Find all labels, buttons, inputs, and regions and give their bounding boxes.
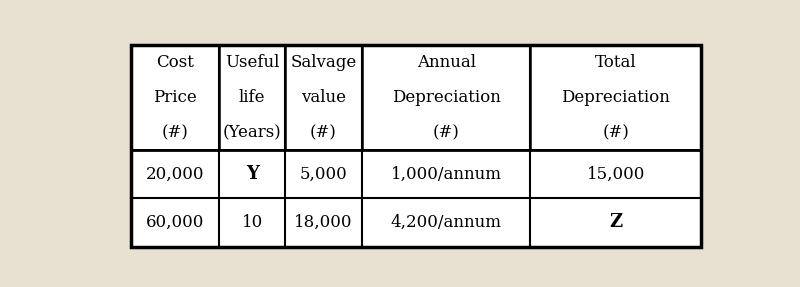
Text: (#): (#) bbox=[162, 124, 189, 141]
Bar bbox=[285, 150, 362, 198]
Bar bbox=[530, 46, 702, 150]
Bar bbox=[530, 198, 702, 247]
Text: (#): (#) bbox=[310, 124, 337, 141]
Bar bbox=[131, 198, 219, 247]
Bar bbox=[219, 150, 285, 198]
Text: (#): (#) bbox=[602, 124, 630, 141]
Bar bbox=[362, 150, 530, 198]
Text: (#): (#) bbox=[433, 124, 459, 141]
Bar bbox=[219, 46, 285, 150]
Text: 5,000: 5,000 bbox=[300, 166, 347, 183]
Bar bbox=[285, 198, 362, 247]
Text: Z: Z bbox=[610, 214, 622, 231]
Text: 10: 10 bbox=[242, 214, 263, 231]
Text: Useful: Useful bbox=[225, 55, 279, 71]
Text: Depreciation: Depreciation bbox=[392, 89, 501, 106]
Text: 4,200/annum: 4,200/annum bbox=[390, 214, 502, 231]
Bar bbox=[131, 46, 219, 150]
Text: 1,000/annum: 1,000/annum bbox=[390, 166, 502, 183]
Text: 18,000: 18,000 bbox=[294, 214, 353, 231]
Text: Price: Price bbox=[154, 89, 197, 106]
Bar bbox=[285, 46, 362, 150]
Bar bbox=[219, 198, 285, 247]
Text: (Years): (Years) bbox=[223, 124, 282, 141]
Text: 20,000: 20,000 bbox=[146, 166, 205, 183]
Text: life: life bbox=[239, 89, 266, 106]
Text: value: value bbox=[301, 89, 346, 106]
Text: Cost: Cost bbox=[156, 55, 194, 71]
Text: Total: Total bbox=[595, 55, 637, 71]
Bar bbox=[131, 150, 219, 198]
Text: 60,000: 60,000 bbox=[146, 214, 204, 231]
Text: Annual: Annual bbox=[417, 55, 476, 71]
Text: Depreciation: Depreciation bbox=[562, 89, 670, 106]
Bar bbox=[362, 198, 530, 247]
Bar bbox=[362, 46, 530, 150]
Text: Salvage: Salvage bbox=[290, 55, 357, 71]
Bar bbox=[530, 150, 702, 198]
Text: Y: Y bbox=[246, 165, 258, 183]
Text: 15,000: 15,000 bbox=[586, 166, 645, 183]
